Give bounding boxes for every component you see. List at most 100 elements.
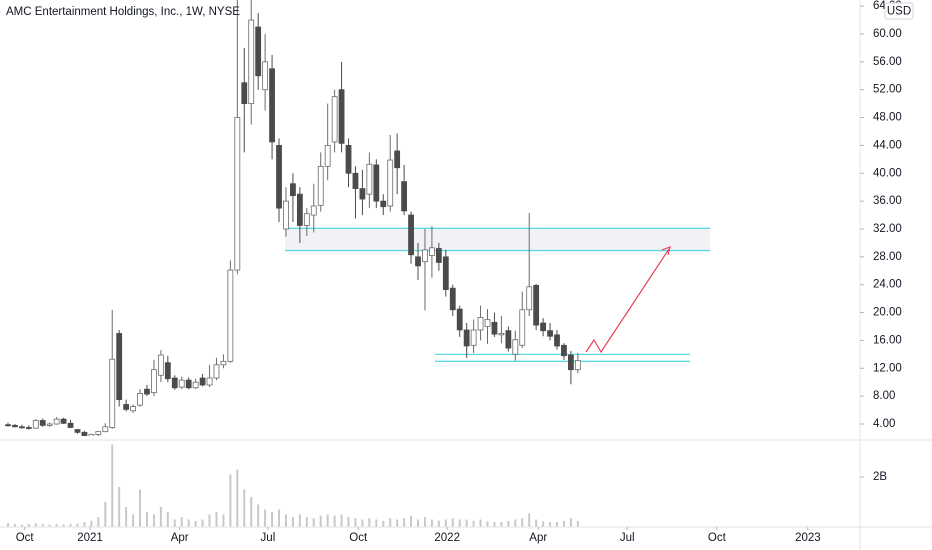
candle-body [442,256,449,290]
candle-body [171,377,178,389]
volume-bar [139,489,142,527]
volume-bar [90,520,93,527]
candle-body [18,426,25,429]
candle-body [512,339,519,355]
currency: USD [887,6,911,18]
candle-body [269,68,275,143]
candle-body [241,82,248,105]
candle-body [74,429,81,433]
candle-body [213,364,220,379]
candle-body [220,360,227,366]
y-tick-label: 24.00 [873,279,902,291]
volume-bar [6,523,9,527]
volume-bar [347,517,350,527]
volume-bar [340,514,343,527]
volume-bar [222,514,225,527]
volume-bar [243,489,246,527]
candle-body [568,354,574,371]
candle-body [519,309,526,346]
volume-bar [257,504,260,527]
candle-body [137,392,143,406]
candle-body [185,379,192,389]
candle-body [387,159,394,207]
candle-body [192,381,199,389]
candles [5,0,581,436]
y-tick-label: 60.00 [873,28,902,40]
volume-bar [215,512,218,527]
volume-bar [111,444,114,527]
y-tick-label: 52.00 [873,84,902,96]
candle-body [234,117,241,271]
x-tick-label: Jul [261,532,276,544]
volume-bar [500,522,503,527]
candle-body [206,377,213,386]
volume-bar [576,520,579,527]
candle-body [401,181,408,212]
candle-body [324,145,331,167]
candle-body [526,286,533,311]
volume-bar [389,518,392,527]
candle-body [227,269,234,362]
candle-body [317,165,324,206]
candle-body [415,256,421,267]
volume-bar [569,518,572,527]
candle-body [498,333,505,336]
volume-bar [55,523,58,527]
volume-bar [542,521,545,527]
volume-bar [403,518,406,527]
volume-bar [514,519,517,527]
volume-bar [187,519,190,527]
candle-body [178,379,185,388]
volume-bar [361,519,364,527]
candle-body [144,388,150,395]
volume-bar [437,520,440,527]
candle-body [422,249,428,263]
candle-body [248,19,255,105]
y-tick-label: 48.00 [873,112,902,124]
volume-pane [6,444,579,527]
volume-bar [486,521,489,527]
volume-bar [278,509,281,527]
candle-body [123,404,130,410]
x-tick-label: 2023 [795,532,821,544]
x-tick-label: Oct [16,532,35,544]
volume-bar [479,519,482,527]
candle-body [338,89,345,144]
volume-bar [76,523,79,527]
volume-bar [13,524,16,527]
candle-body [109,358,116,428]
candle-body [39,420,46,426]
x-tick-label: Oct [708,532,727,544]
y-tick-label: 36.00 [873,195,902,207]
volume-bar [173,519,176,527]
candle-body [373,164,380,202]
y-tick-label: 32.00 [873,223,902,235]
y-tick-label: 12.00 [873,362,902,374]
volume-bar [83,522,86,527]
volume-bar [132,514,135,527]
candle-body [463,329,470,347]
zone [285,228,710,251]
candle-body [456,308,463,331]
volume-bar [451,518,454,527]
candle-body [380,200,387,208]
volume-bar [194,520,197,527]
candle-body [88,434,95,436]
volume-bar [375,519,378,527]
volume-bar [549,522,552,527]
volume-bar [326,514,329,527]
candle-body [533,284,540,326]
volume-bar [159,507,162,527]
candle-body [164,362,171,380]
volume-bar [493,522,496,527]
volume-bar [535,519,538,527]
zones [285,227,710,362]
candle-body [283,200,289,230]
volume-bar [62,524,65,527]
candle-body [95,431,102,435]
volume-bar [423,517,426,527]
candle-body [352,172,359,189]
projection-arrow [585,248,670,354]
volume-bar [333,515,336,527]
